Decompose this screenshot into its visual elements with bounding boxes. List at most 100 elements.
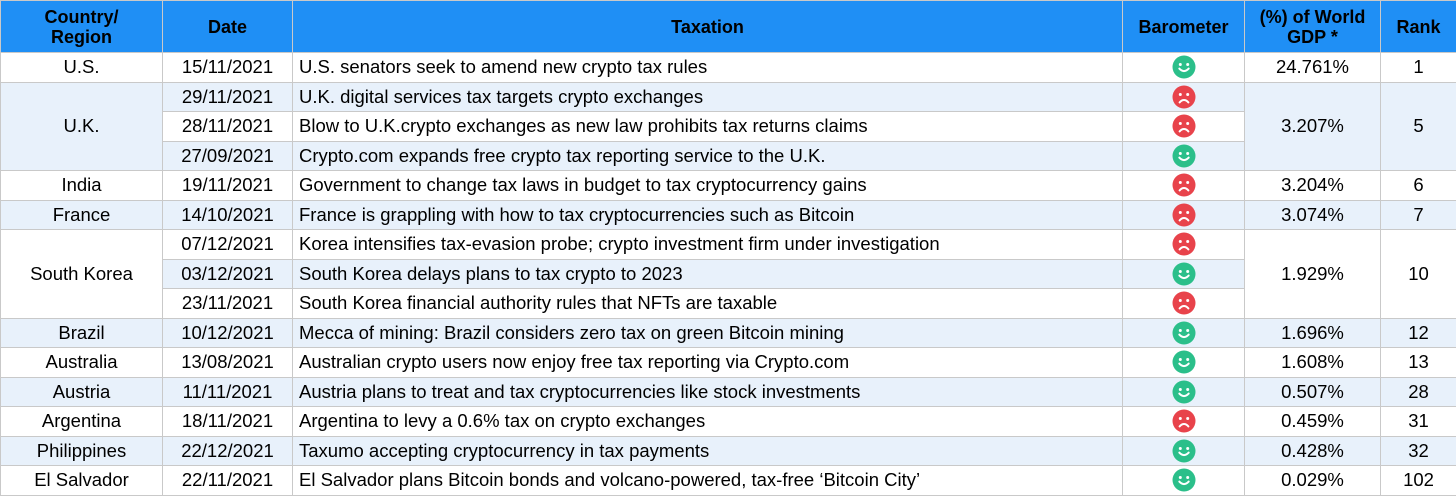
sad-face-icon	[1172, 409, 1195, 433]
barometer-cell	[1122, 347, 1245, 378]
header-taxation: Taxation	[292, 0, 1123, 53]
gdp-cell: 3.207%	[1244, 81, 1381, 171]
table-row: 27/09/2021 Crypto.com expands free crypto…	[1, 140, 1456, 171]
header-country-line1: Country/	[44, 6, 119, 27]
smiley-face-icon	[1172, 350, 1195, 374]
rank-cell: 7	[1380, 199, 1456, 230]
barometer-cell	[1122, 288, 1245, 319]
headline-cell: Blow to U.K.crypto exchanges as new law …	[292, 111, 1123, 142]
sad-face-icon	[1172, 291, 1195, 315]
rank-cell: 31	[1380, 406, 1456, 437]
country-cell: Australia	[0, 347, 163, 378]
table-row: 03/12/2021 South Korea delays plans to ta…	[1, 258, 1456, 289]
headline-cell: Korea intensifies tax-evasion probe; cry…	[292, 229, 1123, 260]
date-cell: 07/12/2021	[162, 229, 293, 260]
gdp-cell: 3.204%	[1244, 170, 1381, 201]
date-cell: 22/12/2021	[162, 435, 293, 466]
gdp-cell: 0.459%	[1244, 406, 1381, 437]
gdp-cell: 24.761%	[1244, 52, 1381, 83]
date-cell: 10/12/2021	[162, 317, 293, 348]
barometer-cell	[1122, 229, 1245, 260]
barometer-cell	[1122, 111, 1245, 142]
header-barometer: Barometer	[1122, 0, 1245, 53]
headline-cell: Taxumo accepting cryptocurrency in tax p…	[292, 435, 1123, 466]
country-cell: France	[0, 199, 163, 230]
country-cell: El Salvador	[0, 465, 163, 496]
date-cell: 03/12/2021	[162, 258, 293, 289]
headline-cell: Government to change tax laws in budget …	[292, 170, 1123, 201]
header-date: Date	[162, 0, 293, 53]
headline-cell: El Salvador plans Bitcoin bonds and volc…	[292, 465, 1123, 496]
barometer-cell	[1122, 376, 1245, 407]
country-cell: Philippines	[0, 435, 163, 466]
sad-face-icon	[1172, 85, 1195, 109]
table-row: South Korea 07/12/2021 Korea intensifies t…	[0, 229, 1456, 319]
gdp-cell: 1.696%	[1244, 317, 1381, 348]
country-cell: Argentina	[0, 406, 163, 437]
date-cell: 23/11/2021	[162, 288, 293, 319]
header-rank: Rank	[1380, 0, 1456, 53]
barometer-cell	[1122, 258, 1245, 289]
table-row: 28/11/2021 Blow to U.K.crypto exchanges a…	[1, 111, 1456, 142]
country-cell: U.K.	[0, 81, 163, 171]
date-cell: 28/11/2021	[162, 111, 293, 142]
smiley-face-icon	[1172, 439, 1195, 463]
sad-face-icon	[1172, 232, 1195, 256]
headline-cell: Austria plans to treat and tax cryptocur…	[292, 376, 1123, 407]
table-body: U.S. 15/11/2021 U.S. senators seek to amen…	[0, 52, 1456, 496]
headline-cell: Australian crypto users now enjoy free t…	[292, 347, 1123, 378]
gdp-cell: 1.929%	[1244, 229, 1381, 319]
barometer-cell	[1122, 52, 1245, 83]
sad-face-icon	[1172, 173, 1195, 197]
date-cell: 11/11/2021	[162, 376, 293, 407]
rank-cell: 28	[1380, 376, 1456, 407]
table-row: France 14/10/2021 France is grappling with…	[0, 199, 1456, 230]
headline-cell: South Korea delays plans to tax crypto t…	[292, 258, 1123, 289]
table-row: 23/11/2021 South Korea financial authorit…	[1, 288, 1456, 319]
rank-cell: 12	[1380, 317, 1456, 348]
country-cell: Brazil	[0, 317, 163, 348]
gdp-cell: 1.608%	[1244, 347, 1381, 378]
gdp-cell: 0.428%	[1244, 435, 1381, 466]
header-country-line2: Region	[51, 26, 112, 47]
date-cell: 14/10/2021	[162, 199, 293, 230]
headline-cell: U.K. digital services tax targets crypto…	[292, 81, 1123, 112]
table-row: Argentina 18/11/2021 Argentina to levy a 0…	[0, 406, 1456, 437]
rank-cell: 13	[1380, 347, 1456, 378]
table-row: Australia 13/08/2021 Australian crypto use…	[0, 347, 1456, 378]
smiley-face-icon	[1172, 468, 1195, 492]
table-row: U.K. 29/11/2021 U.K. digital services tax …	[0, 81, 1456, 171]
header-gdp: (%) of World GDP *	[1244, 0, 1381, 53]
barometer-cell	[1122, 317, 1245, 348]
rank-cell: 10	[1380, 229, 1456, 319]
table-row: Austria 11/11/2021 Austria plans to treat …	[0, 376, 1456, 407]
date-cell: 27/09/2021	[162, 140, 293, 171]
table-row: Philippines 22/12/2021 Taxumo accepting cr…	[0, 435, 1456, 466]
headline-cell: Crypto.com expands free crypto tax repor…	[292, 140, 1123, 171]
barometer-cell	[1122, 170, 1245, 201]
date-cell: 22/11/2021	[162, 465, 293, 496]
country-cell: Austria	[0, 376, 163, 407]
header-row: Country/ Region Date Taxation Barometer …	[0, 0, 1456, 53]
rank-cell: 5	[1380, 81, 1456, 171]
barometer-cell	[1122, 465, 1245, 496]
date-cell: 18/11/2021	[162, 406, 293, 437]
date-cell: 29/11/2021	[162, 81, 293, 112]
sad-face-icon	[1172, 203, 1195, 227]
table-row: India 19/11/2021 Government to change tax …	[0, 170, 1456, 201]
header-gdp-line1: (%) of World	[1259, 6, 1366, 27]
headline-cell: South Korea financial authority rules th…	[292, 288, 1123, 319]
header-country: Country/ Region	[0, 0, 163, 53]
country-cell: India	[0, 170, 163, 201]
headline-cell: Mecca of mining: Brazil considers zero t…	[292, 317, 1123, 348]
date-cell: 19/11/2021	[162, 170, 293, 201]
gdp-cell: 0.029%	[1244, 465, 1381, 496]
smiley-face-icon	[1172, 144, 1195, 168]
country-cell: U.S.	[0, 52, 163, 83]
date-cell: 13/08/2021	[162, 347, 293, 378]
sad-face-icon	[1172, 114, 1195, 138]
barometer-cell	[1122, 199, 1245, 230]
barometer-cell	[1122, 406, 1245, 437]
headline-cell: U.S. senators seek to amend new crypto t…	[292, 52, 1123, 83]
